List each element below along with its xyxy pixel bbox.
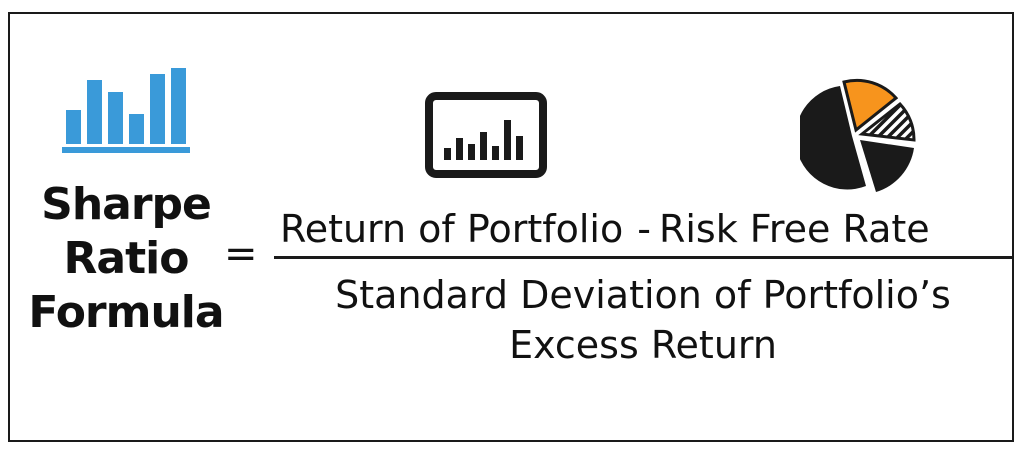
fraction-line — [274, 256, 1012, 259]
denominator-line-1: Standard Deviation of Portfolio’s — [335, 273, 951, 317]
formula-title: Sharpe Ratio Formula — [20, 178, 232, 340]
bar-chart-icon — [62, 68, 190, 153]
numerator-term-portfolio-return: Return of Portfolio — [280, 207, 624, 251]
denominator: Standard Deviation of Portfolio’s Excess… — [280, 270, 1006, 370]
numerator-term-risk-free-rate: Risk Free Rate — [658, 207, 930, 251]
title-line-1: Sharpe — [41, 179, 212, 230]
denominator-line-2: Excess Return — [509, 323, 777, 367]
minus-operator: - — [637, 207, 651, 251]
pie-chart-icon — [800, 78, 916, 192]
equals-sign: = — [224, 231, 258, 277]
numerator: Return of Portfolio - Risk Free Rate — [280, 206, 1012, 252]
formula-frame: Sharpe Ratio Formula = Return of Portfol… — [8, 12, 1014, 442]
title-line-3: Formula — [28, 287, 224, 338]
title-line-2: Ratio — [63, 233, 190, 284]
monitor-chart-icon — [425, 92, 547, 178]
